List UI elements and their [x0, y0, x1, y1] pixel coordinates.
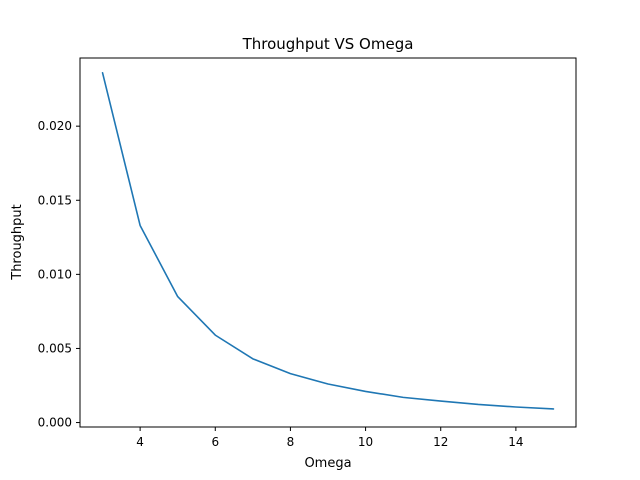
x-tick-label: 6	[211, 435, 219, 449]
chart-title: Throughput VS Omega	[242, 35, 414, 53]
x-axis-label: Omega	[304, 456, 351, 471]
y-tick-label: 0.020	[38, 119, 72, 133]
x-tick-label: 14	[508, 435, 523, 449]
x-tick-label: 8	[287, 435, 295, 449]
x-tick-label: 4	[136, 435, 144, 449]
x-axis-ticks: 4 6 8 10 12 14	[136, 427, 524, 449]
y-tick-label: 0.005	[38, 341, 72, 355]
plot-area	[80, 58, 576, 427]
y-axis-ticks: 0.000 0.005 0.010 0.015 0.020	[38, 119, 80, 430]
y-tick-label: 0.010	[38, 267, 72, 281]
x-tick-label: 10	[358, 435, 373, 449]
x-tick-label: 12	[433, 435, 448, 449]
series-line	[101, 72, 555, 410]
y-axis-label: Throughput	[10, 204, 25, 281]
plot-frame	[79, 57, 577, 428]
y-tick-label: 0.015	[38, 193, 72, 207]
y-tick-label: 0.000	[38, 416, 72, 430]
series-layer	[101, 72, 555, 410]
